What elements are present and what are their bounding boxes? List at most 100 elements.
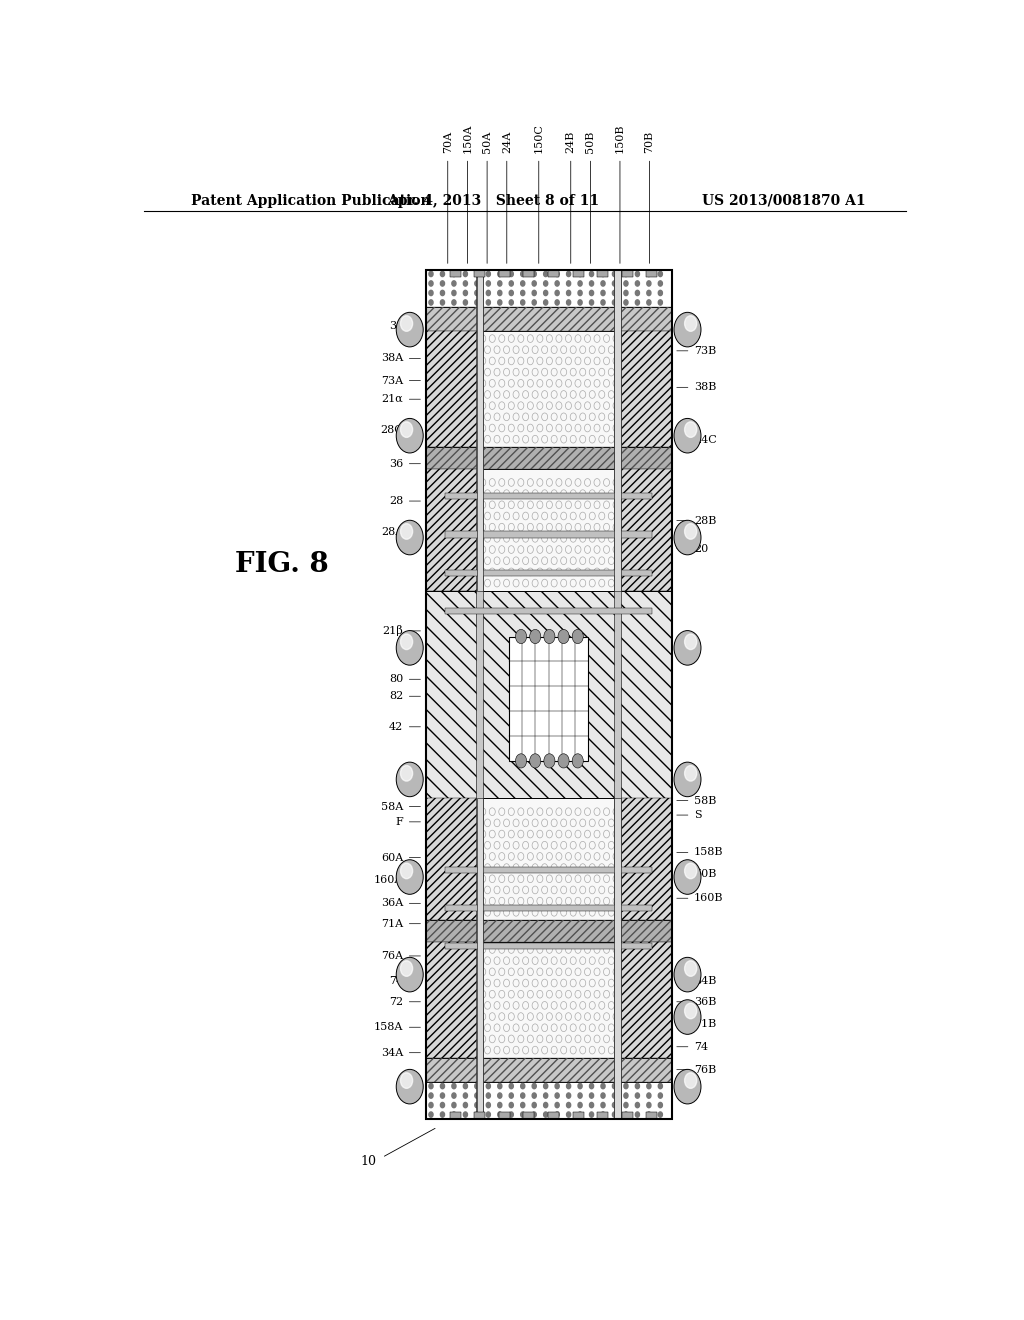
Circle shape	[685, 766, 696, 781]
Text: 158A: 158A	[374, 1022, 403, 1032]
Circle shape	[509, 1102, 513, 1107]
Bar	[622, 271, 633, 277]
Bar	[476, 271, 483, 1119]
Circle shape	[635, 290, 639, 296]
Circle shape	[647, 1111, 651, 1117]
Bar	[445, 570, 652, 576]
Text: 28B: 28B	[694, 516, 716, 525]
Bar	[426, 331, 672, 447]
Circle shape	[400, 863, 413, 879]
Text: S: S	[694, 810, 701, 820]
Circle shape	[624, 300, 628, 305]
Circle shape	[520, 1084, 525, 1089]
Circle shape	[452, 1084, 456, 1089]
Circle shape	[486, 272, 490, 277]
Circle shape	[486, 290, 490, 296]
Circle shape	[440, 300, 444, 305]
Bar	[617, 331, 672, 447]
Text: 28C: 28C	[381, 425, 403, 434]
Bar	[426, 469, 479, 591]
Circle shape	[658, 1111, 663, 1117]
Circle shape	[566, 272, 570, 277]
Bar	[617, 469, 672, 591]
Circle shape	[463, 1111, 468, 1117]
Bar	[426, 591, 672, 799]
Circle shape	[429, 281, 433, 286]
Circle shape	[452, 1093, 456, 1098]
Circle shape	[555, 281, 559, 286]
Circle shape	[396, 313, 423, 347]
Circle shape	[463, 1084, 468, 1089]
Circle shape	[601, 1102, 605, 1107]
Text: 70A: 70A	[442, 131, 453, 153]
Circle shape	[578, 272, 582, 277]
Circle shape	[440, 272, 444, 277]
Circle shape	[463, 300, 468, 305]
Circle shape	[658, 290, 663, 296]
Text: 24C: 24C	[694, 436, 717, 445]
Circle shape	[529, 630, 541, 644]
Bar	[474, 1111, 485, 1119]
Circle shape	[396, 762, 423, 797]
Circle shape	[674, 957, 701, 991]
Circle shape	[635, 1111, 639, 1117]
Bar	[426, 1057, 672, 1082]
Text: 28A: 28A	[381, 527, 403, 537]
Bar	[614, 271, 622, 1119]
Text: 158B: 158B	[694, 847, 723, 858]
Circle shape	[498, 1102, 502, 1107]
Circle shape	[590, 1102, 594, 1107]
Circle shape	[475, 272, 479, 277]
Circle shape	[475, 1102, 479, 1107]
Text: 36A: 36A	[381, 899, 403, 908]
Bar	[445, 906, 652, 911]
Bar	[426, 1082, 672, 1119]
Circle shape	[685, 315, 696, 331]
Circle shape	[520, 1102, 525, 1107]
Circle shape	[612, 1093, 616, 1098]
Bar	[445, 867, 652, 873]
Bar	[499, 1111, 510, 1119]
Circle shape	[658, 1084, 663, 1089]
Circle shape	[475, 300, 479, 305]
Bar	[445, 942, 652, 949]
Circle shape	[429, 1102, 433, 1107]
Circle shape	[463, 272, 468, 277]
Circle shape	[578, 281, 582, 286]
Circle shape	[624, 1102, 628, 1107]
Circle shape	[429, 300, 433, 305]
Circle shape	[532, 1111, 537, 1117]
Bar	[426, 1057, 672, 1082]
Text: FIG. 8: FIG. 8	[236, 552, 329, 578]
Circle shape	[566, 1102, 570, 1107]
Circle shape	[555, 1093, 559, 1098]
Circle shape	[674, 1069, 701, 1104]
Circle shape	[624, 281, 628, 286]
Circle shape	[578, 1084, 582, 1089]
Circle shape	[624, 1111, 628, 1117]
Circle shape	[572, 754, 584, 768]
Circle shape	[601, 1093, 605, 1098]
Text: 71A: 71A	[381, 919, 403, 929]
Circle shape	[685, 422, 696, 437]
Circle shape	[647, 281, 651, 286]
Circle shape	[515, 630, 526, 644]
Bar	[426, 271, 672, 306]
Circle shape	[544, 1102, 548, 1107]
Circle shape	[532, 1084, 537, 1089]
Circle shape	[566, 1084, 570, 1089]
Bar	[450, 1111, 461, 1119]
Circle shape	[624, 290, 628, 296]
Text: US 2013/0081870 A1: US 2013/0081870 A1	[702, 194, 866, 209]
Circle shape	[475, 290, 479, 296]
Circle shape	[529, 754, 541, 768]
Text: 74: 74	[389, 975, 403, 986]
Circle shape	[685, 1073, 696, 1088]
Circle shape	[440, 281, 444, 286]
Circle shape	[674, 313, 701, 347]
Bar	[426, 306, 672, 331]
Bar	[548, 271, 559, 277]
Bar	[426, 920, 672, 942]
Circle shape	[578, 1093, 582, 1098]
Text: 70B: 70B	[644, 131, 654, 153]
